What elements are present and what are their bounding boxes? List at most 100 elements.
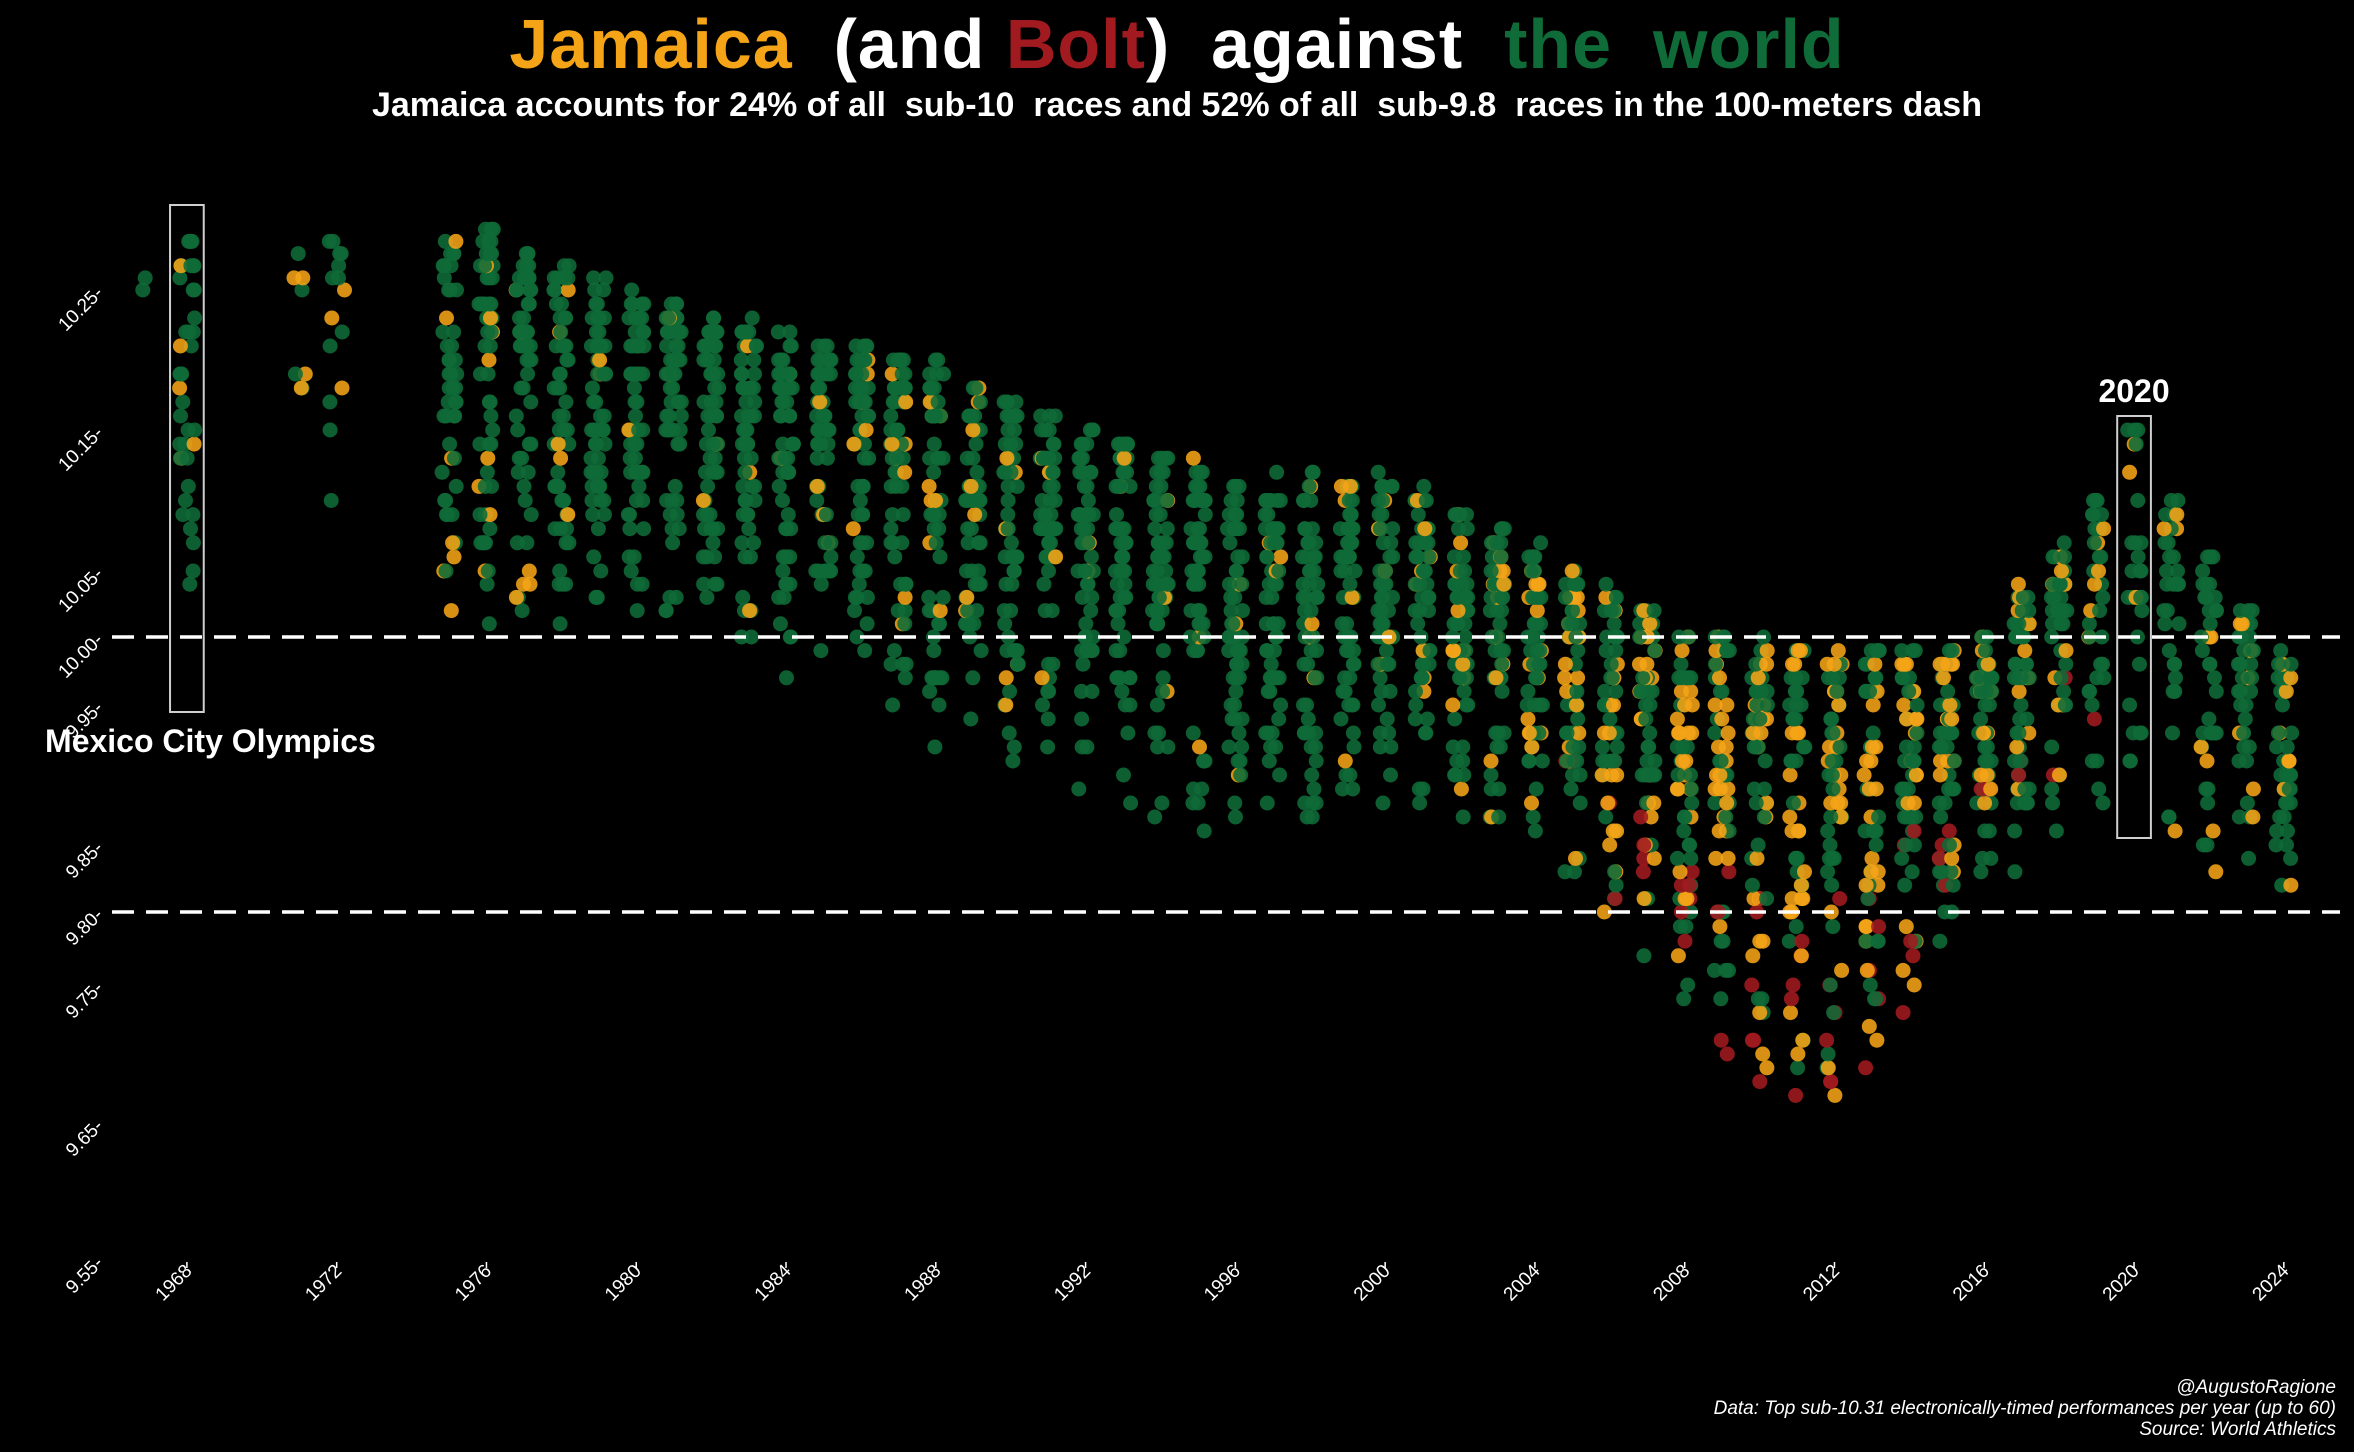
point-jamaica-2024-39 [2283,670,2299,686]
point-world-1996-29 [1221,629,1237,645]
x-tick-1968: 1968 [152,1261,197,1306]
point-world-1988-57 [928,366,944,382]
point-world-1982-27 [710,436,726,452]
point-world-2000-5 [1372,725,1388,741]
point-bolt-2012-2 [1823,1074,1839,1090]
point-world-1991-2 [1035,697,1050,713]
point-jamaica-2017-34 [2017,643,2033,659]
point-world-1983-42 [735,380,751,396]
y-tick-9.55: 9.55- [62,1253,107,1298]
point-jamaica-1999-27 [1344,589,1360,605]
point-world-2023-40 [2244,603,2260,619]
point-world-1990-2 [1001,725,1017,741]
point-world-2021-3 [2165,725,2180,741]
point-world-2005-4 [1572,795,1588,811]
point-world-1977-8 [523,507,539,523]
point-world-1980-28 [631,422,647,438]
point-world-1996-33 [1223,603,1239,619]
point-world-2004-58 [1524,549,1540,565]
point-world-1984-59 [782,324,798,340]
point-world-1972-9 [325,270,340,286]
point-jamaica-2017-40 [2021,616,2037,632]
point-world-1977-56 [519,258,534,274]
point-world-2012-54 [1825,670,1841,686]
point-world-1992-56 [1079,436,1095,452]
point-world-2002-51 [1446,549,1462,565]
point-jamaica-2009-42 [1714,711,1730,727]
point-world-2024-42 [2271,656,2286,672]
point-world-1978-28 [556,422,572,438]
point-world-1987-51 [886,380,902,396]
point-world-1992-27 [1083,549,1099,565]
point-world-1981-4 [665,535,681,551]
point-world-1972-2 [322,394,338,410]
point-world-1984-16 [780,507,796,523]
point-world-1981-56 [661,310,677,326]
point-world-2002-54 [1451,521,1466,537]
point-world-2014-58 [1894,643,1910,659]
point-world-1978-50 [554,296,569,312]
point-world-2006-40 [1603,656,1619,672]
point-world-1994-13 [1149,616,1165,632]
point-world-1980-54 [631,310,647,326]
point-world-1985-9 [823,549,839,565]
point-world-1987-5 [886,643,902,659]
point-jamaica-1986-31 [858,422,874,438]
point-world-2012-51 [1829,683,1845,699]
point-world-1996-0 [1228,809,1243,825]
point-world-2007-0 [1636,948,1652,964]
point-world-1982-2 [696,576,712,592]
point-world-2011-38 [1796,739,1812,755]
point-world-1979-3 [586,549,602,565]
point-world-1990-9 [1009,656,1025,672]
point-world-2010-42 [1752,711,1768,727]
point-world-2021-13 [2156,603,2172,619]
point-world-1991-51 [1041,450,1057,466]
point-world-2005-1 [1557,864,1573,880]
point-world-1999-46 [1332,521,1348,537]
point-world-1996-3 [1233,767,1249,783]
point-world-1983-45 [747,366,762,382]
point-world-2017-28 [2006,670,2022,686]
point-world-2009-50 [1708,656,1723,672]
point-jamaica-2011-17 [1794,891,1810,907]
point-world-1991-8 [1045,656,1061,672]
point-world-1992-39 [1070,507,1086,523]
point-world-1997-26 [1265,616,1281,632]
point-world-1978-6 [558,535,574,551]
point-world-1994-37 [1153,549,1169,565]
point-world-1989-1 [965,670,981,686]
point-world-1985-0 [813,643,829,659]
point-world-2006-21 [1604,753,1619,769]
point-jamaica-2013-2 [1861,1018,1877,1034]
point-world-2009-39 [1707,725,1723,741]
point-world-1980-23 [623,436,639,452]
point-jamaica-1987-10 [897,589,913,605]
point-world-2019-17 [2092,603,2108,619]
point-bolt-2014-6 [1903,933,1919,949]
point-world-1981-20 [673,408,689,424]
point-world-2018-43 [2045,549,2061,565]
point-jamaica-2004-14 [1521,725,1537,741]
point-world-1982-11 [697,521,712,537]
point-world-2011-25 [1789,850,1805,866]
point-jamaica-2022-0 [2208,864,2224,880]
point-world-1979-49 [588,324,604,340]
point-world-2018-30 [2043,589,2059,605]
point-world-2016-48 [1973,670,1989,686]
point-world-1988-0 [927,739,943,755]
point-jamaica-2009-8 [1712,919,1728,935]
point-world-1997-34 [1271,563,1287,579]
point-world-1995-39 [1192,535,1208,551]
point-world-1999-31 [1337,563,1353,579]
point-world-1977-22 [520,366,536,382]
point-jamaica-2010-20 [1749,850,1765,866]
point-world-1985-27 [810,436,826,452]
point-world-2000-27 [1380,603,1396,619]
point-world-1979-4 [590,521,606,537]
point-jamaica-1988-15 [932,603,948,619]
point-jamaica-2019-31 [2096,521,2112,537]
point-world-1988-22 [926,521,942,537]
point-world-1983-27 [734,436,750,452]
title-paren: ) [1145,5,1171,83]
